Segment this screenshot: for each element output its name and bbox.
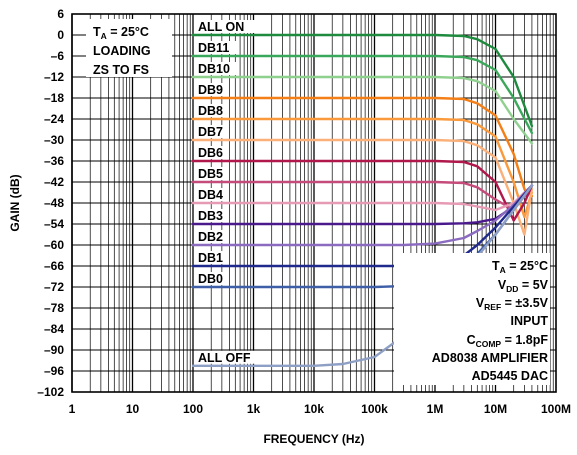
x-tick-label: 1k — [247, 402, 261, 416]
y-tick-label: –6 — [51, 49, 65, 63]
x-axis-title: FREQUENCY (Hz) — [263, 432, 364, 446]
series-label-db9: DB9 — [198, 83, 223, 97]
x-tick-label: 100 — [183, 402, 203, 416]
series-label-background — [195, 209, 228, 222]
x-tick-label: 1M — [427, 402, 444, 416]
annotation-amplifier: AD8038 AMPLIFIER — [432, 351, 548, 365]
series-label-db10: DB10 — [198, 62, 230, 76]
series-label-db7: DB7 — [198, 125, 223, 139]
y-tick-label: –42 — [44, 175, 64, 189]
x-tick-label: 10k — [304, 402, 324, 416]
y-tick-label: –102 — [37, 385, 64, 399]
series-label-background — [195, 20, 255, 33]
series-line-db8 — [191, 117, 534, 219]
annotation-dac: AD5445 DAC — [472, 369, 548, 383]
x-tick-label: 100k — [361, 402, 388, 416]
series-line-db10 — [191, 75, 534, 145]
series-label-background — [195, 83, 228, 96]
annotation-ta-line: TA = 25°C — [93, 25, 149, 41]
series-label-db0: DB0 — [198, 272, 223, 286]
series-label-db6: DB6 — [198, 146, 223, 160]
y-tick-label: –72 — [44, 280, 64, 294]
series-line-db11 — [191, 54, 534, 135]
y-tick-label: –66 — [44, 259, 64, 273]
series-line-db7 — [191, 138, 534, 236]
series-label-db4: DB4 — [198, 188, 223, 202]
plot-frame — [71, 13, 557, 393]
y-tick-label: 0 — [57, 28, 64, 42]
annotation-zs-to-fs: ZS TO FS — [93, 63, 149, 77]
series-label-background — [195, 104, 228, 117]
series-label-all-off: ALL OFF — [198, 351, 251, 365]
y-tick-label: –36 — [44, 154, 64, 168]
x-tick-label: 10 — [126, 402, 140, 416]
y-tick-label: –54 — [44, 217, 64, 231]
y-tick-label: –18 — [44, 91, 64, 105]
y-tick-label: 6 — [57, 7, 64, 21]
series-label-background — [195, 272, 228, 285]
series-label-background — [195, 41, 237, 54]
x-tick-label: 100M — [541, 402, 571, 416]
series-label-background — [195, 230, 228, 243]
series-label-db5: DB5 — [198, 167, 223, 181]
annotation-top-left-background — [86, 19, 172, 77]
series-label-background — [195, 350, 264, 364]
series-line-db2 — [191, 184, 534, 247]
y-tick-label: –78 — [44, 301, 64, 315]
y-axis-title: GAIN (dB) — [8, 174, 22, 231]
y-tick-label: –84 — [44, 322, 64, 336]
x-tick-label: 10M — [484, 402, 507, 416]
series-label-all-on: ALL ON — [198, 20, 244, 34]
series-label-background — [195, 167, 228, 180]
annotation-bottom-right: TA = 25°C VDD = 5V VREF = ±3.5V INPUT CC… — [394, 253, 550, 385]
series-line-db6 — [191, 159, 534, 222]
series-label-background — [195, 251, 228, 264]
y-tick-label: –30 — [44, 133, 64, 147]
annotation-vdd: VDD = 5V — [498, 278, 549, 294]
series-label-background — [195, 188, 228, 201]
annotation-ta: TA = 25°C — [492, 259, 548, 275]
y-tick-label: –48 — [44, 196, 64, 210]
series-labels: ALL ON DB11 DB10 DB9 DB8 DB7 DB6 DB5 DB4 DB3 DB2 DB… — [195, 20, 264, 365]
series-label-background — [195, 146, 228, 159]
y-tick-label: –60 — [44, 238, 64, 252]
series-label-background — [195, 125, 228, 138]
y-tick-label: –96 — [44, 364, 64, 378]
series-label-db11: DB11 — [198, 41, 229, 55]
y-tick-label: –24 — [44, 112, 64, 126]
series-label-background — [195, 62, 237, 75]
series-line-all-on — [191, 33, 534, 128]
x-tick-label: 1 — [69, 402, 76, 416]
series-label-db1: DB1 — [198, 251, 223, 265]
series-label-db2: DB2 — [198, 230, 223, 244]
annotation-input: INPUT — [511, 314, 549, 328]
series-line-db9 — [191, 96, 534, 198]
series-label-db3: DB3 — [198, 209, 223, 223]
annotation-bottom-right-background — [394, 253, 550, 385]
axis-tick-labels: 1 10 100 1k 10k 100k 1M 10M 100M 6 0 –6 –12 –18 –24 –30… — [37, 7, 571, 416]
annotation-loading: LOADING — [93, 44, 151, 58]
annotation-top-left: TA = 25°C LOADING ZS TO FS — [86, 19, 172, 77]
series-label-db8: DB8 — [198, 104, 223, 118]
y-tick-label: –12 — [44, 70, 64, 84]
annotation-ccomp: CCOMP = 1.8pF — [467, 333, 549, 349]
annotation-vref: VREF = ±3.5V — [476, 296, 549, 312]
y-tick-label: –90 — [44, 343, 64, 357]
